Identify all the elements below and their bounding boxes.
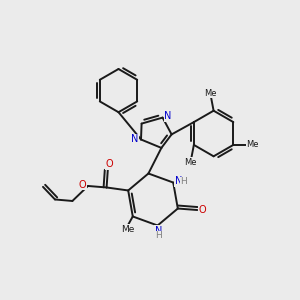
Text: Me: Me — [247, 140, 259, 149]
Text: O: O — [79, 180, 86, 190]
Text: O: O — [106, 159, 113, 169]
Text: N: N — [164, 111, 172, 122]
Text: Me: Me — [122, 225, 135, 234]
Text: N: N — [131, 134, 139, 145]
Text: N: N — [175, 176, 182, 186]
Text: H: H — [180, 177, 187, 186]
Text: Me: Me — [204, 89, 217, 98]
Text: Me: Me — [184, 158, 197, 167]
Text: O: O — [199, 205, 206, 215]
Text: N: N — [155, 226, 163, 236]
Text: H: H — [155, 232, 162, 241]
